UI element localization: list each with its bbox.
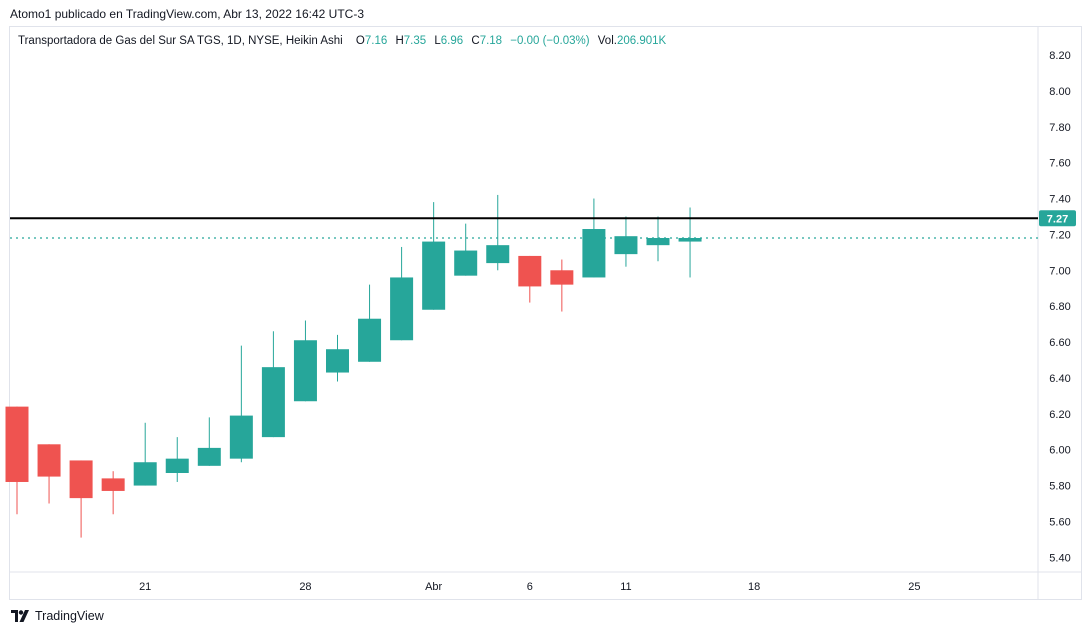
candle-body — [101, 478, 125, 491]
y-tick-label: 6.80 — [1049, 301, 1070, 313]
candle-body — [229, 415, 253, 459]
candle[interactable] — [550, 259, 574, 312]
candle[interactable] — [614, 216, 638, 267]
footer: TradingView — [10, 609, 104, 623]
candle-body — [646, 237, 670, 246]
candle[interactable] — [454, 223, 478, 276]
y-tick-label: 6.20 — [1049, 409, 1070, 421]
candle-body — [69, 460, 93, 499]
candle[interactable] — [229, 345, 253, 463]
candle[interactable] — [133, 422, 157, 486]
legend-low-label: L — [434, 35, 441, 47]
candle[interactable] — [422, 202, 446, 310]
candle[interactable] — [261, 331, 285, 438]
y-tick-label: 8.20 — [1049, 50, 1070, 62]
legend-volume-value: 206.901K — [616, 35, 667, 47]
y-tick-label: 7.60 — [1049, 158, 1070, 170]
candle-body — [422, 241, 446, 310]
y-tick-label: 7.40 — [1049, 194, 1070, 206]
candle[interactable] — [197, 417, 221, 466]
candle[interactable] — [69, 460, 93, 538]
candle-body — [486, 245, 510, 264]
legend-high-value: 7.35 — [403, 35, 427, 47]
candle-body — [518, 255, 542, 287]
candle-body — [678, 237, 702, 242]
chart-legend: Transportadora de Gas del Sur SA TGS, 1D… — [18, 35, 666, 47]
candle-body — [293, 340, 317, 402]
candle-body — [454, 250, 478, 276]
legend-symbol[interactable]: Transportadora de Gas del Sur SA TGS, 1D… — [18, 35, 343, 47]
candle-body — [37, 444, 61, 477]
x-tick-label: 6 — [527, 581, 533, 593]
legend-close-value: 7.18 — [479, 35, 503, 47]
price-label: 7.27 — [1039, 210, 1076, 227]
x-tick-label: 28 — [299, 581, 311, 593]
chart-frame — [9, 26, 1082, 600]
candle-body — [197, 447, 221, 466]
candle-body — [165, 458, 189, 474]
candle[interactable] — [165, 437, 189, 482]
y-tick-label: 5.80 — [1049, 481, 1070, 493]
candle-body — [550, 270, 574, 285]
candle[interactable] — [5, 406, 29, 515]
candle-body — [390, 277, 414, 341]
candle[interactable] — [518, 255, 542, 303]
x-tick-label: 25 — [908, 581, 920, 593]
candle-body — [261, 367, 285, 438]
x-tick-label: 11 — [620, 581, 631, 593]
candle[interactable] — [293, 320, 317, 402]
tradingview-logo-icon — [11, 610, 29, 622]
x-tick-label: 21 — [139, 581, 151, 593]
y-tick-label: 5.40 — [1049, 552, 1070, 564]
candle[interactable] — [390, 246, 414, 341]
legend-open-label: O — [355, 35, 365, 47]
candle[interactable] — [646, 216, 670, 262]
y-tick-label: 6.40 — [1049, 373, 1070, 385]
legend-change: −0.00 (−0.03%) — [510, 35, 590, 47]
candle-body — [358, 318, 382, 362]
candle[interactable] — [37, 444, 61, 504]
legend-close-label: C — [471, 35, 480, 47]
y-tick-label: 6.00 — [1049, 445, 1070, 457]
candle[interactable] — [358, 284, 382, 362]
publish-line: Atomo1 publicado en TradingView.com, Abr… — [10, 7, 364, 21]
candle-body — [326, 349, 349, 373]
y-tick-label: 7.00 — [1049, 265, 1070, 277]
candle-body — [582, 229, 606, 278]
candle[interactable] — [326, 334, 349, 382]
legend-open-value: 7.16 — [364, 35, 388, 47]
candle-body — [614, 236, 638, 255]
y-tick-label: 7.20 — [1049, 229, 1070, 241]
y-tick-label: 7.80 — [1049, 122, 1070, 134]
y-tick-label: 8.00 — [1049, 86, 1070, 98]
price-label-text: 7.27 — [1047, 213, 1068, 225]
y-tick-label: 5.60 — [1049, 516, 1070, 528]
footer-brand[interactable]: TradingView — [35, 609, 104, 623]
x-tick-label: 18 — [748, 581, 760, 593]
price-label-box — [1039, 210, 1076, 227]
y-tick-label: 6.60 — [1049, 337, 1070, 349]
x-tick-label: Abr — [425, 581, 442, 593]
legend-volume-label: Vol. — [597, 35, 617, 47]
candle[interactable] — [101, 471, 125, 515]
candle-body — [133, 462, 157, 486]
candle-body — [5, 406, 29, 482]
candle[interactable] — [486, 194, 510, 271]
legend-high-label: H — [395, 35, 404, 47]
legend-low-value: 6.96 — [440, 35, 464, 47]
